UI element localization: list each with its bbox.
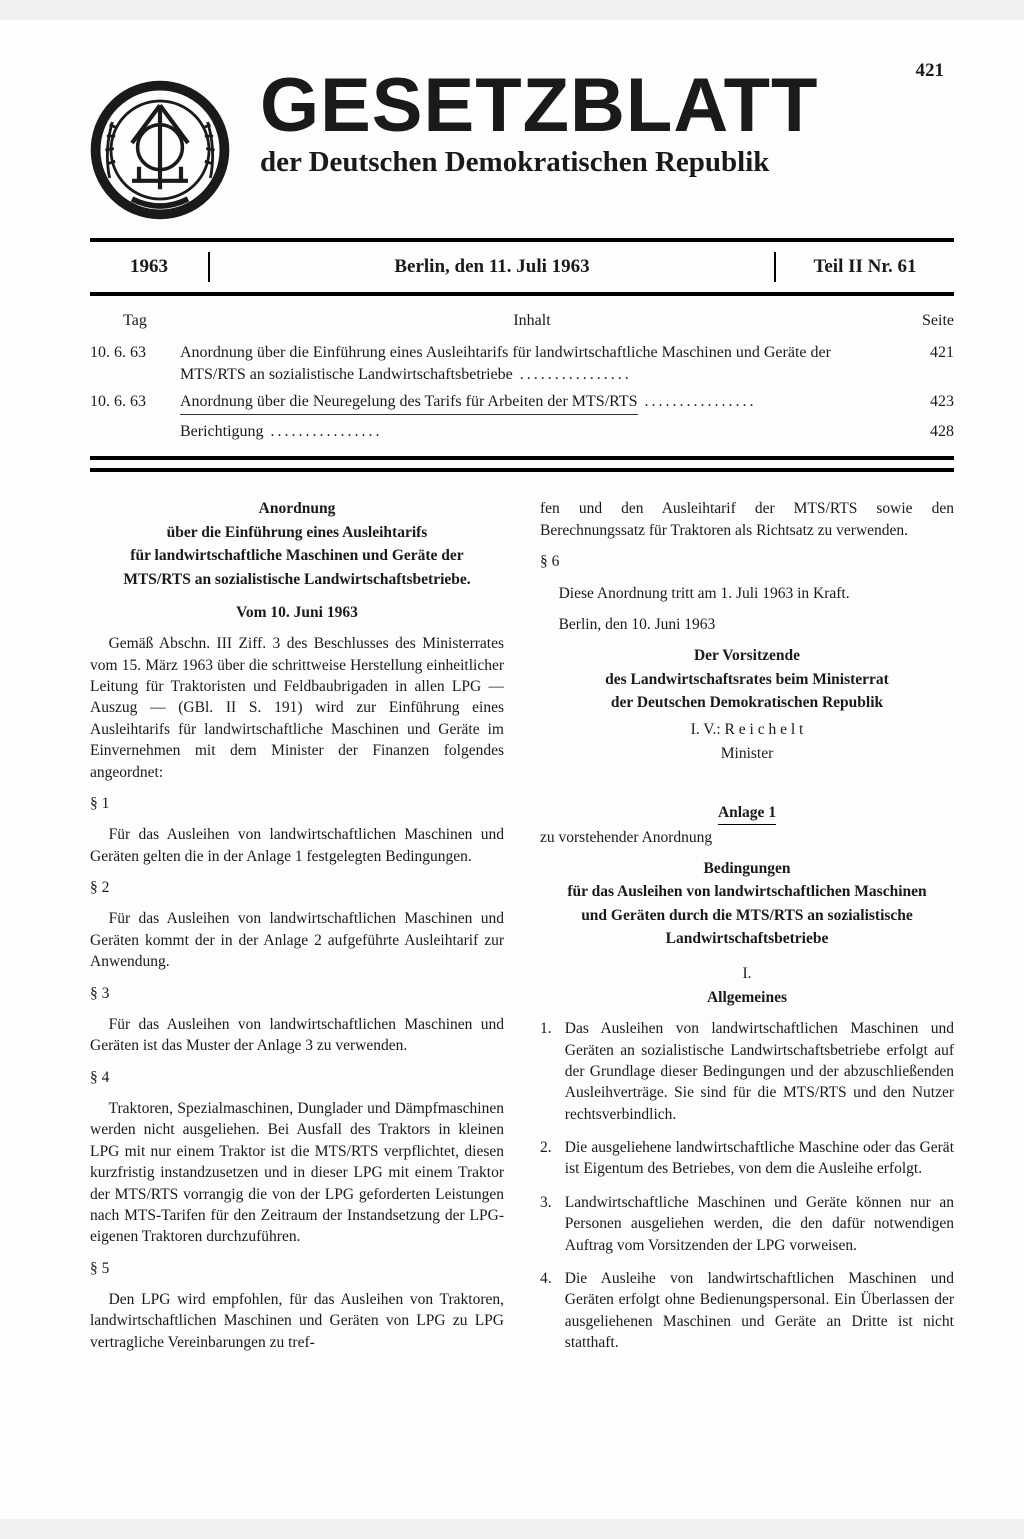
attachment-title: Anlage 1 [718,802,776,824]
numbered-list: Das Ausleihen von landwirtschaftlichen M… [540,1018,954,1353]
conditions-heading: Bedingungen [540,858,954,879]
toc-title-text: Anordnung über die Neuregelung des Tarif… [180,391,638,415]
issue-bar: 1963 Berlin, den 11. Juli 1963 Teil II N… [90,242,954,292]
section-text: Für das Ausleihen von landwirtschaftlich… [90,1014,504,1057]
conditions-heading: und Geräten durch die MTS/RTS an soziali… [540,905,954,926]
toc-page: 428 [884,421,954,443]
rule [90,292,954,296]
toc-col-date: Tag [90,312,180,330]
signature-line: des Landwirtschaftsrates beim Ministerra… [540,669,954,690]
toc-date: 10. 6. 63 [90,342,180,385]
toc-date: 10. 6. 63 [90,391,180,415]
attachment-subtitle: zu vorstehender Anordnung [540,827,954,848]
ordinance-heading: Anordnung [90,498,504,519]
toc-row: 10. 6. 63 Anordnung über die Einführung … [90,342,954,385]
list-item: Landwirtschaftliche Maschinen und Geräte… [540,1192,954,1256]
roman-numeral: I. [540,963,954,984]
issue-year: 1963 [90,252,210,282]
list-item: Die Ausleihe von landwirtschaftlichen Ma… [540,1268,954,1354]
table-of-contents: Tag Inhalt Seite 10. 6. 63 Anordnung übe… [90,312,954,442]
section-text: Den LPG wird empfohlen, für das Ausleihe… [90,1289,504,1353]
section-mark: § 1 [90,793,504,814]
leader-dots [264,423,383,440]
signature-line: der Deutschen Demokratischen Republik [540,692,954,713]
toc-title: Anordnung über die Neuregelung des Tarif… [180,391,884,415]
signature-place: Berlin, den 10. Juni 1963 [540,614,954,635]
ddr-emblem-icon [90,80,230,220]
section-mark: § 3 [90,983,504,1004]
body-columns: Anordnung über die Einführung eines Ausl… [90,498,954,1365]
document-page: 421 GESETZBLATT der Deutschen Demokratis… [0,20,1024,1519]
list-item: Das Ausleihen von landwirtschaftlichen M… [540,1018,954,1125]
masthead-text: GESETZBLATT der Deutschen Demokratischen… [260,70,954,179]
signature-line: Der Vorsitzende [540,645,954,666]
toc-header: Tag Inhalt Seite [90,312,954,330]
section-continuation: fen und den Ausleihtarif der MTS/RTS sow… [540,498,954,541]
issue-part: Teil II Nr. 61 [774,252,954,282]
main-title: GESETZBLATT [260,70,954,142]
masthead: GESETZBLATT der Deutschen Demokratischen… [90,70,954,220]
toc-title-text: Berichtigung [180,423,264,440]
roman-title: Allgemeines [540,987,954,1008]
ordinance-heading: MTS/RTS an sozialistische Landwirtschaft… [90,569,504,590]
subtitle: der Deutschen Demokratischen Republik [260,146,954,179]
leader-dots [513,366,632,383]
section-text: Diese Anordnung tritt am 1. Juli 1963 in… [540,583,954,604]
toc-page: 423 [884,391,954,415]
preamble: Gemäß Abschn. III Ziff. 3 des Beschlusse… [90,633,504,783]
toc-date [90,421,180,443]
toc-title: Anordnung über die Einführung eines Ausl… [180,342,884,385]
ordinance-date: Vom 10. Juni 1963 [90,602,504,623]
section-mark: § 6 [540,551,954,572]
toc-row: 10. 6. 63 Anordnung über die Neuregelung… [90,391,954,415]
ordinance-heading: über die Einführung eines Ausleihtarifs [90,522,504,543]
signature-block: Der Vorsitzende des Landwirtschaftsrates… [540,645,954,764]
toc-title: Berichtigung [180,421,884,443]
signature-title: Minister [540,743,954,764]
section-mark: § 5 [90,1258,504,1279]
attachment-header: Anlage 1 [540,774,954,824]
section-text: Traktoren, Spezialmaschinen, Dunglader u… [90,1098,504,1248]
page-number: 421 [916,60,945,82]
conditions-heading: Landwirtschaftsbetriebe [540,928,954,949]
right-column: fen und den Ausleihtarif der MTS/RTS sow… [540,498,954,1365]
list-item: Die ausgeliehene landwirtschaftliche Mas… [540,1137,954,1180]
signature-name: I. V.: R e i c h e l t [540,719,954,740]
toc-col-page: Seite [884,312,954,330]
rule [90,468,954,472]
toc-row: Berichtigung 428 [90,421,954,443]
toc-col-title: Inhalt [180,312,884,330]
toc-title-text: Anordnung über die Einführung eines Ausl… [180,344,831,383]
section-mark: § 2 [90,877,504,898]
section-text: Für das Ausleihen von landwirtschaftlich… [90,908,504,972]
toc-page: 421 [884,342,954,385]
section-text: Für das Ausleihen von landwirtschaftlich… [90,824,504,867]
left-column: Anordnung über die Einführung eines Ausl… [90,498,504,1365]
ordinance-heading: für landwirtschaftliche Maschinen und Ge… [90,545,504,566]
section-mark: § 4 [90,1067,504,1088]
leader-dots [638,393,757,410]
conditions-heading: für das Ausleihen von landwirtschaftlich… [540,881,954,902]
issue-place-date: Berlin, den 11. Juli 1963 [210,256,774,278]
